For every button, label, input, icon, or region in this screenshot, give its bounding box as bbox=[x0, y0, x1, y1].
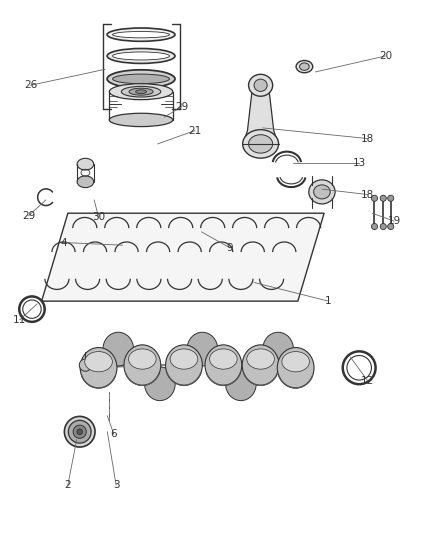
Ellipse shape bbox=[243, 130, 279, 158]
Ellipse shape bbox=[170, 349, 198, 369]
Ellipse shape bbox=[388, 223, 394, 230]
Ellipse shape bbox=[380, 195, 386, 201]
Text: 26: 26 bbox=[24, 80, 37, 90]
Text: 29: 29 bbox=[175, 102, 188, 111]
Ellipse shape bbox=[64, 416, 95, 447]
Ellipse shape bbox=[79, 359, 92, 372]
Ellipse shape bbox=[113, 52, 170, 60]
Text: 30: 30 bbox=[92, 213, 105, 222]
Ellipse shape bbox=[107, 28, 175, 42]
Text: 21: 21 bbox=[188, 126, 201, 135]
Ellipse shape bbox=[77, 158, 94, 170]
Ellipse shape bbox=[73, 425, 86, 438]
Text: 3: 3 bbox=[113, 480, 120, 490]
Text: 9: 9 bbox=[226, 243, 233, 253]
Text: 18: 18 bbox=[361, 134, 374, 143]
Text: 11: 11 bbox=[13, 315, 26, 325]
Text: 13: 13 bbox=[353, 158, 366, 167]
Ellipse shape bbox=[129, 88, 153, 95]
Ellipse shape bbox=[107, 70, 175, 88]
Text: 12: 12 bbox=[361, 376, 374, 386]
Text: 19: 19 bbox=[388, 216, 401, 226]
Ellipse shape bbox=[263, 332, 293, 366]
Ellipse shape bbox=[187, 332, 218, 366]
Ellipse shape bbox=[277, 348, 314, 388]
Ellipse shape bbox=[110, 84, 173, 100]
Text: 4: 4 bbox=[60, 238, 67, 247]
Ellipse shape bbox=[85, 352, 112, 372]
Polygon shape bbox=[243, 85, 278, 144]
Ellipse shape bbox=[129, 349, 156, 369]
Ellipse shape bbox=[226, 367, 256, 401]
Ellipse shape bbox=[249, 135, 272, 153]
Text: 1: 1 bbox=[325, 296, 332, 306]
Ellipse shape bbox=[296, 60, 313, 73]
Ellipse shape bbox=[113, 31, 170, 38]
Ellipse shape bbox=[314, 185, 330, 199]
Ellipse shape bbox=[77, 429, 82, 434]
Ellipse shape bbox=[282, 352, 310, 372]
Text: 2: 2 bbox=[64, 480, 71, 490]
Text: 6: 6 bbox=[110, 430, 117, 439]
Ellipse shape bbox=[113, 74, 170, 84]
Ellipse shape bbox=[124, 345, 161, 385]
Ellipse shape bbox=[110, 114, 173, 127]
Text: 20: 20 bbox=[379, 51, 392, 61]
Ellipse shape bbox=[77, 176, 94, 188]
Ellipse shape bbox=[145, 367, 175, 401]
Ellipse shape bbox=[107, 49, 175, 63]
Ellipse shape bbox=[68, 421, 91, 443]
Ellipse shape bbox=[242, 345, 279, 385]
Ellipse shape bbox=[136, 90, 146, 94]
Ellipse shape bbox=[247, 349, 274, 369]
Ellipse shape bbox=[249, 74, 272, 96]
Ellipse shape bbox=[103, 332, 134, 366]
Ellipse shape bbox=[380, 223, 386, 230]
Ellipse shape bbox=[205, 345, 242, 385]
Ellipse shape bbox=[209, 349, 237, 369]
Text: 29: 29 bbox=[22, 211, 35, 221]
Ellipse shape bbox=[371, 223, 378, 230]
Ellipse shape bbox=[309, 180, 335, 204]
Ellipse shape bbox=[166, 345, 202, 385]
Polygon shape bbox=[42, 213, 324, 301]
Text: 18: 18 bbox=[361, 190, 374, 199]
Ellipse shape bbox=[371, 195, 378, 201]
Ellipse shape bbox=[300, 63, 309, 70]
Ellipse shape bbox=[80, 348, 117, 388]
Ellipse shape bbox=[388, 195, 394, 201]
Ellipse shape bbox=[254, 79, 267, 92]
Ellipse shape bbox=[121, 86, 161, 97]
